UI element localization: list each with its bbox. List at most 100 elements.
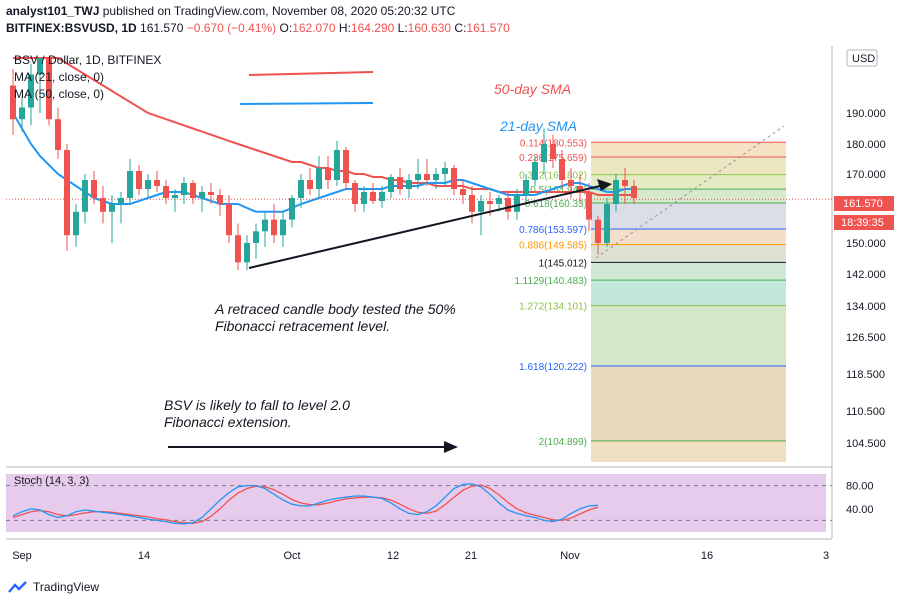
candle-body — [469, 195, 475, 212]
annotation-note2-line1: BSV is likely to fall to level 2.0 — [164, 397, 350, 413]
price-tick-label: 190.000 — [846, 108, 886, 120]
fib-level-label: 1(145.012) — [539, 258, 587, 269]
stoch-tick-label: 80.00 — [846, 481, 874, 493]
tradingview-logo-icon — [8, 581, 27, 593]
price-tick-label: 142.000 — [846, 269, 886, 281]
candle-body — [334, 150, 340, 180]
annotation-sma50: 50-day SMA — [494, 81, 571, 97]
candle-body — [442, 168, 448, 174]
fib-level-label: 1.1129(140.483) — [514, 276, 587, 287]
candle-body — [532, 162, 538, 180]
candle-body — [577, 186, 583, 192]
time-tick-label: 21 — [465, 550, 477, 562]
price-tick-label: 104.500 — [846, 438, 886, 450]
price-change: −0.670 (−0.41%) — [186, 21, 277, 35]
candle-body — [28, 74, 34, 108]
candle-body — [163, 186, 169, 198]
target-arrow-head — [444, 441, 458, 453]
candle-body — [352, 183, 358, 204]
low-value: 160.630 — [407, 21, 452, 35]
legend-ma21: MA (21, close, 0) — [14, 70, 104, 84]
candle-body — [253, 231, 259, 243]
candle-body — [235, 235, 241, 263]
candle-body — [343, 150, 349, 183]
candle-body — [136, 171, 142, 189]
time-tick-label: Oct — [283, 550, 300, 562]
fib-zone-bottom — [591, 440, 786, 462]
candle-body — [316, 168, 322, 189]
candle-body — [613, 180, 619, 204]
price-tick-label: 150.000 — [846, 238, 886, 250]
candle-body — [451, 168, 457, 189]
candle-body — [280, 219, 286, 236]
stoch-tick-label: 40.00 — [846, 504, 874, 516]
annotation-note1-line2: Fibonacci retracement level. — [215, 318, 390, 334]
candle-body — [424, 174, 430, 180]
candle-body — [523, 180, 529, 195]
fib-zone — [591, 142, 786, 158]
symbol-header: BITFINEX:BSVUSD, 1D 161.570 −0.670 (−0.4… — [6, 21, 510, 35]
candle-body — [586, 192, 592, 220]
open-label: O: — [279, 21, 293, 35]
currency-badge — [846, 49, 878, 67]
candle-body — [10, 85, 16, 120]
candle-body — [46, 58, 52, 120]
candle-body — [379, 192, 385, 201]
candle-body — [244, 243, 250, 263]
candle-body — [145, 180, 151, 189]
close-value: 161.570 — [466, 21, 510, 35]
legend-ma50-swatch — [248, 71, 374, 76]
candle-body — [541, 144, 547, 162]
candle-body — [307, 180, 313, 189]
legend-ma21-swatch — [239, 102, 374, 105]
candle-body — [289, 198, 295, 220]
brand-name[interactable]: TradingView — [33, 580, 100, 594]
support-arrow-line — [248, 185, 601, 269]
candle-body — [397, 177, 403, 189]
candle-body — [37, 58, 43, 75]
candle-body — [190, 183, 196, 198]
time-tick-label: 16 — [701, 550, 713, 562]
candle-body — [370, 192, 376, 201]
candle-body — [550, 144, 556, 159]
candle-body — [298, 180, 304, 198]
candle-body — [100, 198, 106, 212]
high-label: H: — [338, 21, 351, 35]
candle-body — [388, 177, 394, 192]
candle-body — [604, 204, 610, 243]
publisher-name[interactable]: analyst101_TWJ — [6, 4, 100, 18]
time-tick-label: 3 — [823, 550, 829, 562]
candle-body — [433, 174, 439, 180]
fib-zone — [591, 366, 786, 441]
price-tick-label: 118.500 — [846, 369, 885, 381]
price-tick-label: 126.500 — [846, 332, 886, 344]
time-tick-label: Nov — [560, 550, 580, 562]
countdown-badge — [834, 215, 894, 230]
published-text: published on TradingView.com, November 0… — [102, 4, 456, 18]
ma50-line — [13, 57, 634, 196]
stoch-band — [6, 474, 826, 532]
candle-body — [208, 192, 214, 195]
candle-body — [361, 192, 367, 204]
fib-zone — [591, 280, 786, 306]
candle-body — [622, 180, 628, 186]
candle-body — [406, 180, 412, 189]
chart-title: BSV / Dollar, 1D, BITFINEX — [14, 53, 161, 67]
price-tick-label: 134.000 — [846, 301, 886, 313]
fib-zone — [591, 305, 786, 367]
fib-zone — [591, 203, 786, 229]
candle-body — [181, 183, 187, 195]
candle-body — [154, 180, 160, 186]
candle-body — [415, 174, 421, 180]
fib-level-label: 0.382(169.802) — [519, 171, 587, 182]
publish-header: analyst101_TWJ published on TradingView.… — [6, 4, 455, 18]
candle-body — [568, 180, 574, 186]
stoch-title: Stoch (14, 3, 3) — [14, 475, 89, 487]
annotation-note2-line2: Fibonacci extension. — [164, 414, 292, 430]
candle-body — [127, 171, 133, 198]
candle-body — [271, 219, 277, 236]
fib-zone — [591, 157, 786, 175]
fib-level-label: 1.272(134.101) — [519, 302, 587, 313]
fib-zone — [591, 244, 786, 263]
